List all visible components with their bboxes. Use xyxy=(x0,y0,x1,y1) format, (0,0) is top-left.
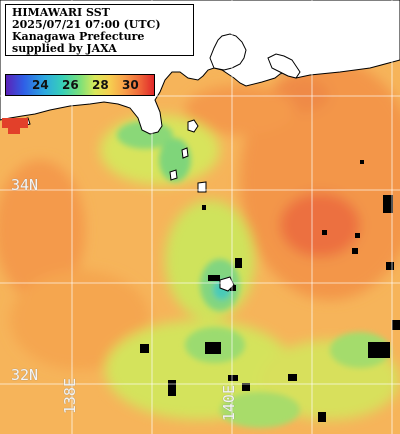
data-credit: supplied by JAXA xyxy=(12,42,117,55)
coastal-warm-patch xyxy=(2,118,28,128)
missing-data xyxy=(140,160,400,422)
missing-patch xyxy=(322,230,327,235)
region-name: Kanagawa Prefecture xyxy=(12,30,145,43)
miyake-island xyxy=(197,181,207,193)
colorbar-tick-26: 26 xyxy=(62,78,79,92)
hachijo-island xyxy=(219,276,235,292)
observation-datetime: 2025/07/21 07:00 (UTC) xyxy=(12,18,161,31)
colorbar-tick-28: 28 xyxy=(92,78,109,92)
cool-patch-southeast xyxy=(330,332,390,368)
product-info-box: HIMAWARI SST 2025/07/21 07:00 (UTC) Kana… xyxy=(5,4,194,56)
missing-patch xyxy=(208,275,220,281)
warm-region-southwest xyxy=(10,270,150,370)
missing-patch xyxy=(288,374,297,381)
missing-patch xyxy=(368,342,390,358)
missing-patch xyxy=(230,285,236,291)
missing-patch xyxy=(383,195,393,213)
lat-label-32n: 32N xyxy=(11,366,39,384)
niijima-island xyxy=(169,169,178,181)
missing-patch xyxy=(360,160,364,164)
cool-patch-bottom xyxy=(220,392,300,428)
toshima-island xyxy=(181,147,189,159)
cool-patch-izu xyxy=(159,138,191,182)
boso-peninsula xyxy=(267,53,301,79)
missing-patch xyxy=(235,258,242,268)
temperature-colorbar: 24 26 28 30 xyxy=(5,74,155,96)
missing-patch xyxy=(386,262,394,270)
missing-patch xyxy=(242,383,250,391)
sagami-peninsula xyxy=(209,33,247,71)
missing-patch xyxy=(140,344,149,353)
colorbar-tick-30: 30 xyxy=(122,78,139,92)
product-title: HIMAWARI SST xyxy=(12,6,110,19)
missing-patch xyxy=(318,412,326,422)
missing-patch xyxy=(228,375,238,381)
missing-patch xyxy=(168,380,176,396)
lon-label-138e: 138E xyxy=(61,378,79,415)
warm-region-north xyxy=(185,85,295,135)
coastal-warm-patch xyxy=(8,128,20,134)
lat-label-34n: 34N xyxy=(11,176,39,194)
missing-patch xyxy=(202,205,206,210)
coastal-warm-cluster xyxy=(2,118,28,134)
missing-patch xyxy=(392,320,400,330)
lon-label-140e: 140E xyxy=(220,385,238,422)
colorbar-tick-24: 24 xyxy=(32,78,49,92)
missing-patch xyxy=(355,233,360,238)
hot-spot-east xyxy=(280,193,360,257)
warm-region-west xyxy=(0,160,85,300)
missing-patch xyxy=(205,342,221,354)
missing-patch xyxy=(352,248,358,254)
oshima-island xyxy=(187,119,199,133)
